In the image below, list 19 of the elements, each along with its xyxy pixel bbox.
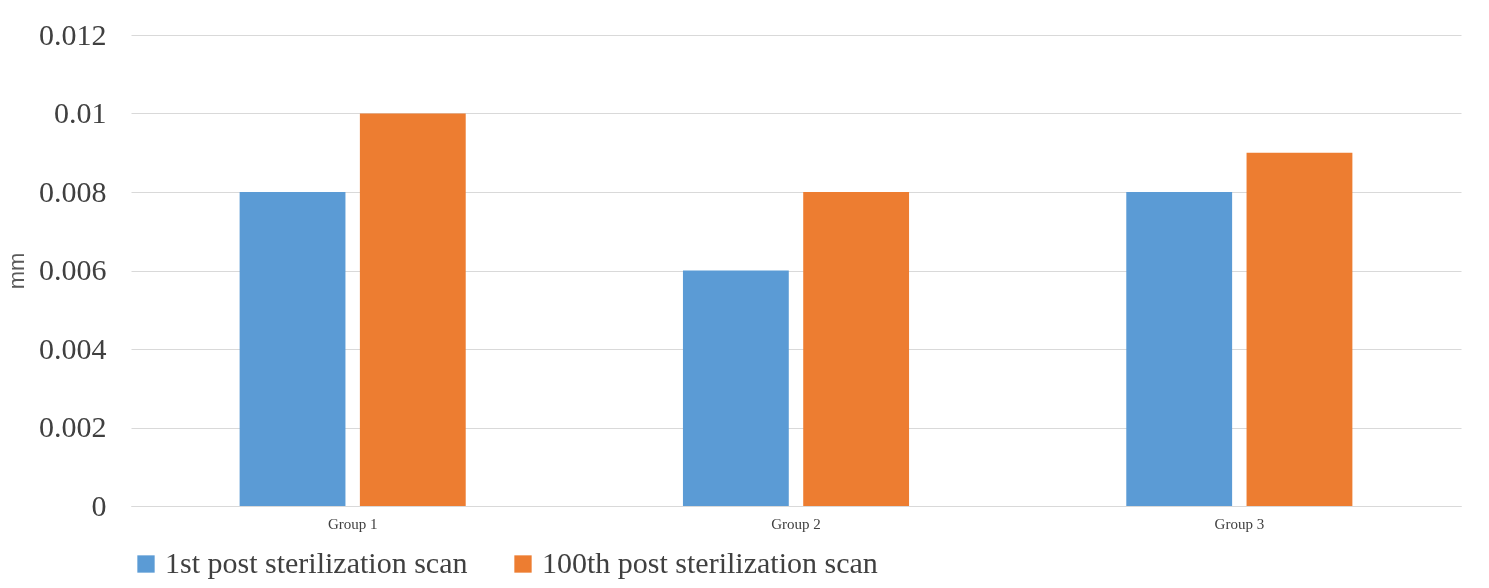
x-tick-label: Group 3 [1214,515,1265,532]
bar [682,270,789,506]
y-tick-label: 0.006 [39,253,107,286]
bar [1126,192,1233,506]
x-tick-label: Group 1 [327,515,378,532]
bar [1246,152,1353,506]
legend-label: 100th post sterilization scan [542,546,878,579]
y-axis-title: mm [4,252,29,290]
y-tick-label: 0.004 [39,331,107,365]
y-tick-label: 0.008 [39,174,107,208]
bar [803,192,910,506]
bar [359,113,466,506]
y-tick-label: 0.002 [39,410,107,443]
y-tick-label: 0.01 [54,96,107,129]
bar [239,192,346,506]
y-tick-label: 0 [91,488,107,522]
y-tick-label: 0.012 [39,17,107,51]
legend-label: 1st post sterilization scan [165,546,468,579]
x-tick-label: Group 2 [771,515,821,532]
